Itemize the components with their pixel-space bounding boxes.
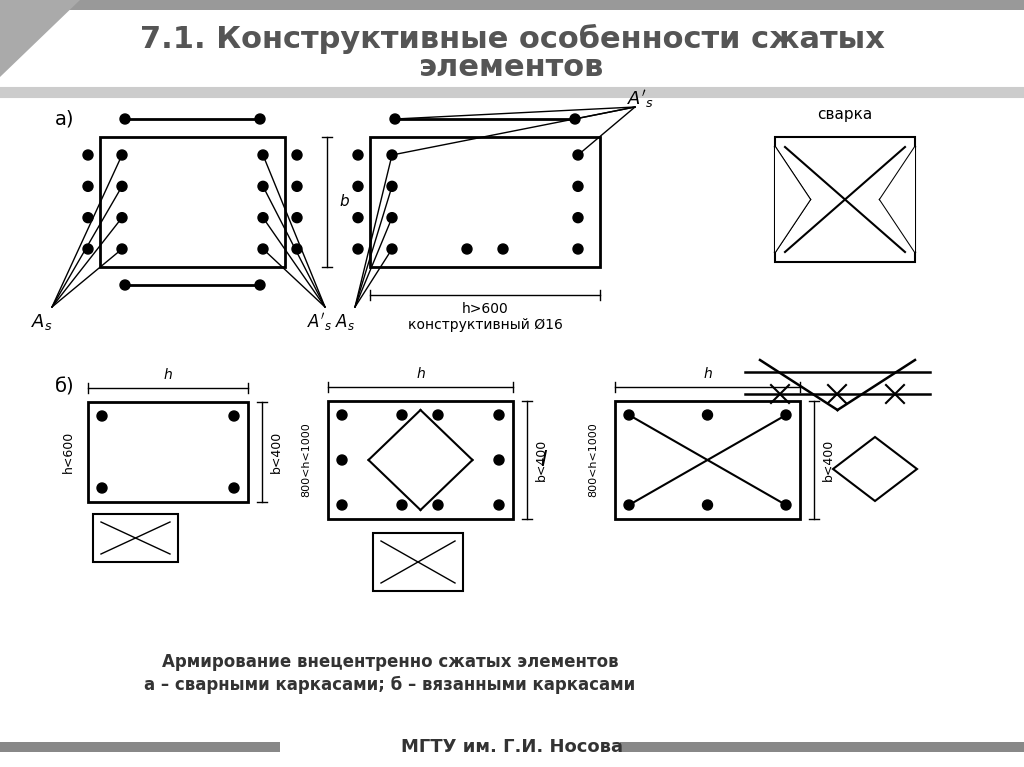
Text: 7.1. Конструктивные особенности сжатых: 7.1. Конструктивные особенности сжатых [139,24,885,54]
Circle shape [498,244,508,254]
Text: б): б) [55,377,75,397]
Circle shape [353,244,362,254]
Circle shape [255,280,265,290]
Circle shape [702,410,713,420]
Circle shape [97,411,106,421]
Circle shape [570,114,580,124]
Circle shape [258,150,268,160]
Text: b<400: b<400 [821,439,835,481]
Circle shape [83,150,93,160]
Circle shape [117,244,127,254]
Circle shape [387,244,397,254]
Circle shape [117,181,127,191]
Circle shape [397,500,407,510]
Circle shape [229,483,239,493]
Text: h>600: h>600 [462,302,508,316]
Circle shape [292,212,302,222]
Circle shape [387,212,397,222]
Circle shape [258,212,268,222]
Circle shape [83,212,93,222]
Text: h: h [703,367,712,381]
Circle shape [83,181,93,191]
Circle shape [702,500,713,510]
Text: b<400: b<400 [535,439,548,481]
Text: $A'_s$: $A'_s$ [627,88,653,110]
Circle shape [258,181,268,191]
Text: а): а) [55,110,75,129]
Text: $A_s$: $A_s$ [335,312,355,332]
Text: 800<h<1000: 800<h<1000 [301,423,311,497]
Circle shape [433,410,443,420]
Text: конструктивный Ø16: конструктивный Ø16 [408,318,562,332]
Text: h: h [164,368,172,382]
Circle shape [337,500,347,510]
Text: l: l [540,450,546,470]
Text: элементов: элементов [419,52,605,81]
Circle shape [781,410,791,420]
Circle shape [229,411,239,421]
Circle shape [353,181,362,191]
Circle shape [387,181,397,191]
Circle shape [494,455,504,465]
Circle shape [624,410,634,420]
Circle shape [573,181,583,191]
Circle shape [258,244,268,254]
Text: h: h [416,367,425,381]
Circle shape [573,244,583,254]
Circle shape [573,150,583,160]
Circle shape [397,410,407,420]
Circle shape [117,150,127,160]
Polygon shape [775,147,810,252]
Circle shape [337,455,347,465]
Text: h<600: h<600 [61,431,75,473]
Text: а – сварными каркасами; б – вязанными каркасами: а – сварными каркасами; б – вязанными ка… [144,676,636,694]
Circle shape [624,500,634,510]
Circle shape [353,150,362,160]
Circle shape [292,150,302,160]
Polygon shape [620,742,1024,752]
Polygon shape [0,0,1024,10]
Circle shape [390,114,400,124]
Polygon shape [0,0,80,77]
Circle shape [97,483,106,493]
Circle shape [83,244,93,254]
Circle shape [353,212,362,222]
Circle shape [292,244,302,254]
Text: 800<h<1000: 800<h<1000 [588,423,598,497]
Text: Армирование внецентренно сжатых элементов: Армирование внецентренно сжатых элементо… [162,653,618,671]
Polygon shape [880,147,915,252]
Circle shape [120,114,130,124]
Text: сварка: сварка [817,107,872,123]
Circle shape [292,181,302,191]
Text: b<400: b<400 [269,431,283,473]
Polygon shape [0,742,280,752]
Text: МГТУ им. Г.И. Носова: МГТУ им. Г.И. Носова [401,738,623,756]
Circle shape [387,150,397,160]
Circle shape [120,280,130,290]
Circle shape [494,500,504,510]
Text: b: b [339,195,348,209]
Circle shape [573,212,583,222]
Circle shape [337,410,347,420]
Circle shape [255,114,265,124]
Circle shape [433,500,443,510]
Text: $A'_s$: $A'_s$ [307,311,333,333]
Circle shape [117,212,127,222]
Circle shape [494,410,504,420]
Circle shape [462,244,472,254]
Text: $A_s$: $A_s$ [31,312,53,332]
Circle shape [781,500,791,510]
